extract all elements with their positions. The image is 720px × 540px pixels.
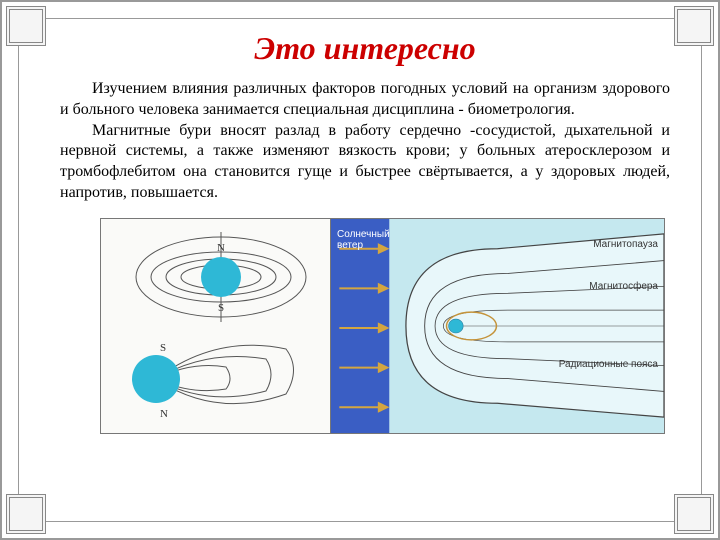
magnetosphere-label: Магнитосфера xyxy=(589,281,658,292)
paragraph-2: Магнитные бури вносят разлад в работу се… xyxy=(60,121,670,204)
pole-n2-label: N xyxy=(160,408,168,420)
magnetopause-label: Магнитопауза xyxy=(593,239,658,250)
pole-s2-label: S xyxy=(160,342,166,354)
pole-s-label: S xyxy=(218,302,224,314)
page-title: Это интересно xyxy=(60,30,670,67)
content-area: Это интересно Изучением влияния различны… xyxy=(60,30,670,434)
corner-ornament xyxy=(674,494,714,534)
corner-ornament xyxy=(6,6,46,46)
dipole-diagram: N S S N xyxy=(101,219,331,433)
dipole-svg: N S S N xyxy=(101,219,331,435)
magnetosphere-diagram: Солнечный ветер Магнитопауза Магнитосфер… xyxy=(331,219,664,433)
solar-wind-label: Солнечный ветер xyxy=(337,229,389,251)
corner-ornament xyxy=(674,6,714,46)
pole-n-label: N xyxy=(217,242,225,254)
paragraph-1: Изучением влияния различных факторов пог… xyxy=(60,79,670,121)
corner-ornament xyxy=(6,494,46,534)
figure-row: N S S N xyxy=(100,218,665,434)
magnetosphere-svg xyxy=(331,219,664,433)
radiation-belt-label: Радиационные пояса xyxy=(559,359,658,370)
